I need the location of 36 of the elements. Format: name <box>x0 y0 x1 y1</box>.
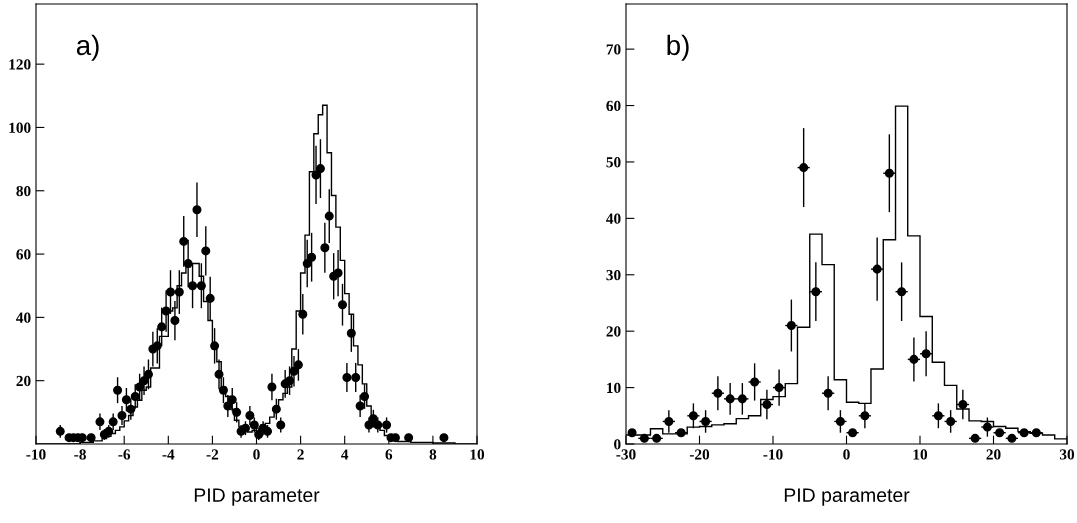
y-tick-label: 30 <box>606 269 621 281</box>
y-tick-label: 40 <box>606 213 621 224</box>
y-tick-label: 20 <box>606 326 621 337</box>
x-tick-label: -4 <box>162 449 175 460</box>
x-tick-label: -10 <box>26 449 46 460</box>
x-tick-label: 8 <box>429 449 437 460</box>
y-tick-label: 60 <box>606 100 621 111</box>
x-tick-label: 6 <box>385 449 393 460</box>
y-tick-label: 80 <box>16 185 31 197</box>
y-tick-label: 60 <box>16 249 31 260</box>
x-tick-label: -2 <box>206 449 219 460</box>
x-tick-label: 30 <box>1059 449 1075 460</box>
x-tick-label: 0 <box>843 449 850 460</box>
y-tick-label: 100 <box>9 122 31 133</box>
x-tick-label: -10 <box>763 449 783 460</box>
annotation: a) <box>76 34 99 61</box>
x-tick-label: 10 <box>913 449 928 460</box>
x-axis-title: PID parameter <box>784 488 910 506</box>
y-tick-label: 70 <box>606 44 621 55</box>
y-tick-label: 10 <box>607 382 621 394</box>
x-tick-label: -20 <box>689 449 710 460</box>
y-tick-label: 40 <box>16 312 31 323</box>
x-tick-label: 0 <box>253 449 260 460</box>
x-tick-label: 20 <box>986 449 1001 460</box>
x-tick-label: 10 <box>470 449 485 460</box>
y-tick-label: 50 <box>606 157 621 168</box>
x-axis-title: PID parameter <box>194 488 320 506</box>
x-tick-label: 4 <box>341 449 349 460</box>
y-tick-label: 0 <box>614 439 621 450</box>
x-tick-label: -8 <box>74 449 86 460</box>
y-tick-label: 120 <box>9 59 31 70</box>
annotation: b) <box>667 34 689 61</box>
x-tick-label: -30 <box>616 449 636 460</box>
y-tick-label: 20 <box>16 375 31 387</box>
x-tick-label: -6 <box>118 449 131 460</box>
x-tick-label: 2 <box>297 449 304 460</box>
